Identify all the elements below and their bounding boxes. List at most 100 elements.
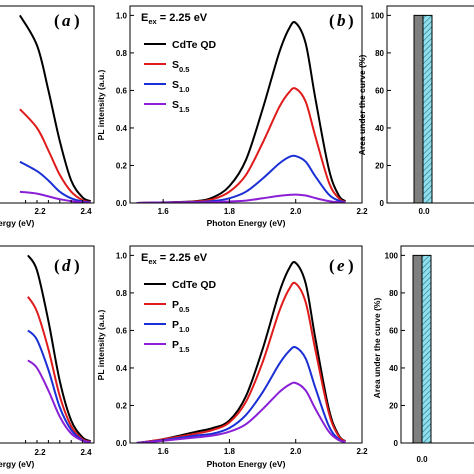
panel-f: 0 20 40 60 80 100 0.0 Area under the curve (%…: [372, 245, 474, 464]
panel-e-xtick-label-1: 1.8: [224, 447, 236, 456]
panel-d-label-open: (: [54, 256, 60, 275]
panel-b-label-close: ): [348, 11, 354, 30]
panel-c-ytick-label-0: 0: [380, 199, 385, 208]
panel-b-curves: [136, 21, 347, 203]
panel-f-xtick-0: 0.0: [416, 455, 428, 464]
panel-d-label: d: [62, 256, 71, 275]
panel-f-bars: [412, 254, 432, 444]
panel-c-ytick-label-4: 80: [375, 49, 384, 58]
panel-c-frame: [386, 5, 474, 204]
panel-e-ytick-label-1: 0.2: [116, 401, 128, 410]
panel-e-ytick-label-3: 0.6: [116, 326, 128, 335]
panel-b-xtick-label-3: 2.2: [356, 207, 368, 216]
panel-c-xtick-0: 0.0: [418, 207, 430, 216]
panel-a-curves: [19, 14, 92, 203]
panel-c-ylabel: Area under the curve (%): [357, 55, 367, 156]
panel-c-bar-1: [422, 14, 433, 204]
panel-a-series-0: [19, 14, 92, 203]
panel-c-bar-0: [413, 14, 424, 204]
panel-b-legend-label-3: S1.5: [172, 99, 189, 114]
panel-b-ytick-label-1: 0.2: [116, 161, 128, 170]
panel-b-ytick-label-2: 0.4: [116, 124, 128, 133]
panel-e-xtick-label-0: 1.6: [158, 447, 170, 456]
panel-a-label-open: (: [54, 11, 60, 30]
panel-d-xlabel: ergy (eV): [0, 459, 35, 469]
panel-b: 1.6 1.8 2.0 2.2 0.0 0.2 0.4 0.6 0.8 1.0 Eex = 2.2…: [96, 5, 368, 228]
panel-b-legend-label-1: S0.5: [172, 59, 189, 74]
panel-e-series-1: [136, 281, 346, 443]
panel-e-legend-label-2: P1.0: [172, 319, 189, 334]
panel-b-frame: [129, 5, 363, 204]
panel-d-series-2: [27, 329, 91, 443]
panel-b-xlabel: Photon Energy (eV): [207, 218, 286, 228]
panel-f-ytick-label-5: 100: [385, 251, 399, 260]
panel-b-xtick-label-1: 1.8: [224, 207, 236, 216]
panel-f-ytick-label-2: 40: [389, 364, 398, 373]
panel-e-ytick-label-0: 0.0: [116, 439, 128, 448]
panel-f-ytick-label-1: 20: [389, 401, 398, 410]
panel-b-ylabel: PL intensity (a.u.): [96, 69, 106, 140]
panel-e-series-0: [136, 261, 347, 443]
panel-f-ytick-label-3: 60: [389, 326, 398, 335]
panel-f-ytick-label-4: 80: [389, 289, 398, 298]
panel-f-ytick-label-0: 0: [394, 439, 399, 448]
panel-a: ( a ) 2.2 2.4 ergy (eV): [0, 5, 95, 228]
panel-c-ytick-label-2: 40: [375, 124, 384, 133]
panel-f-ticks: 0 20 40 60 80 100: [385, 251, 405, 448]
panel-e-legend-label-0: CdTe QD: [172, 279, 217, 291]
panel-b-series-1: [136, 87, 346, 203]
panel-a-xlabel: ergy (eV): [0, 218, 35, 228]
panel-e-legend-label-3: P1.5: [172, 339, 189, 354]
panel-f-ylabel: Area under the curve (%): [372, 298, 382, 399]
panel-d-label-close: ): [74, 256, 80, 275]
panel-e-xtick-label-2: 2.0: [290, 447, 302, 456]
panel-e-ytick-label-4: 0.8: [116, 289, 128, 298]
panel-b-legend-label-2: S1.0: [172, 79, 189, 94]
panel-d-series-0: [27, 254, 92, 443]
panel-f-frame: [400, 245, 474, 444]
panel-e-label-close: ): [348, 256, 354, 275]
panel-c-ytick-label-3: 60: [375, 86, 384, 95]
panel-e-ytick-label-5: 1.0: [116, 251, 128, 260]
panel-b-ticks: 1.6 1.8 2.0 2.2 0.0 0.2 0.4 0.6 0.8 1.0: [116, 11, 368, 216]
panel-e-legend: CdTe QD P0.5 P1.0 P1.5: [144, 279, 217, 354]
panel-e-series-3: [136, 381, 346, 443]
panel-d: ( d ) 2.2 2.4 ergy (eV): [0, 245, 95, 469]
panel-b-annotation: Eex = 2.25 eV: [141, 12, 208, 26]
panel-e-ytick-label-2: 0.4: [116, 364, 128, 373]
panel-e-frame: [129, 245, 363, 444]
panel-e-series-2: [136, 345, 346, 443]
panel-e-curves: [136, 261, 347, 443]
panel-e-legend-label-1: P0.5: [172, 299, 189, 314]
panel-a-label: a: [62, 11, 71, 30]
panel-d-xtick-1: 2.4: [80, 448, 92, 457]
panel-f-bar-1: [421, 254, 432, 444]
panel-c-ticks: 0 20 40 60 80 100: [371, 11, 391, 208]
panel-b-legend-label-0: CdTe QD: [172, 39, 217, 51]
panel-a-label-close: ): [74, 11, 80, 30]
panel-b-series-3: [136, 193, 346, 203]
panel-b-ytick-label-3: 0.6: [116, 86, 128, 95]
panel-d-xtick-0: 2.2: [34, 448, 46, 457]
panel-c-ytick-label-1: 20: [375, 161, 384, 170]
panel-a-xtick-0: 2.2: [34, 207, 46, 216]
panel-e-ylabel: PL intensity (a.u.): [96, 309, 106, 380]
panel-e-ticks: 1.6 1.8 2.0 2.2 0.0 0.2 0.4 0.6 0.8 1.0: [116, 251, 368, 456]
panel-c: 0 20 40 60 80 100 0.0 Area under the curve (%…: [357, 5, 474, 216]
panel-d-ticks: [25, 440, 84, 443]
panel-e-label-open: (: [329, 256, 335, 275]
panel-e-label: e: [337, 256, 345, 275]
panel-b-ytick-label-0: 0.0: [116, 199, 128, 208]
panel-a-xtick-1: 2.4: [80, 207, 92, 216]
panel-b-xtick-label-2: 2.0: [290, 207, 302, 216]
panel-b-label: b: [337, 11, 346, 30]
panel-d-series-3: [27, 359, 91, 443]
panel-e-annotation: Eex = 2.25 eV: [141, 252, 208, 266]
panel-b-legend: CdTe QD S0.5 S1.0 S1.5: [144, 39, 217, 114]
panel-d-curves: [27, 254, 92, 443]
panel-b-ytick-label-5: 1.0: [116, 11, 128, 20]
panel-c-bars: [413, 14, 433, 204]
panel-e: 1.6 1.8 2.0 2.2 0.0 0.2 0.4 0.6 0.8 1.0 Eex = 2.2…: [96, 245, 368, 469]
panel-f-bar-0: [412, 254, 423, 444]
